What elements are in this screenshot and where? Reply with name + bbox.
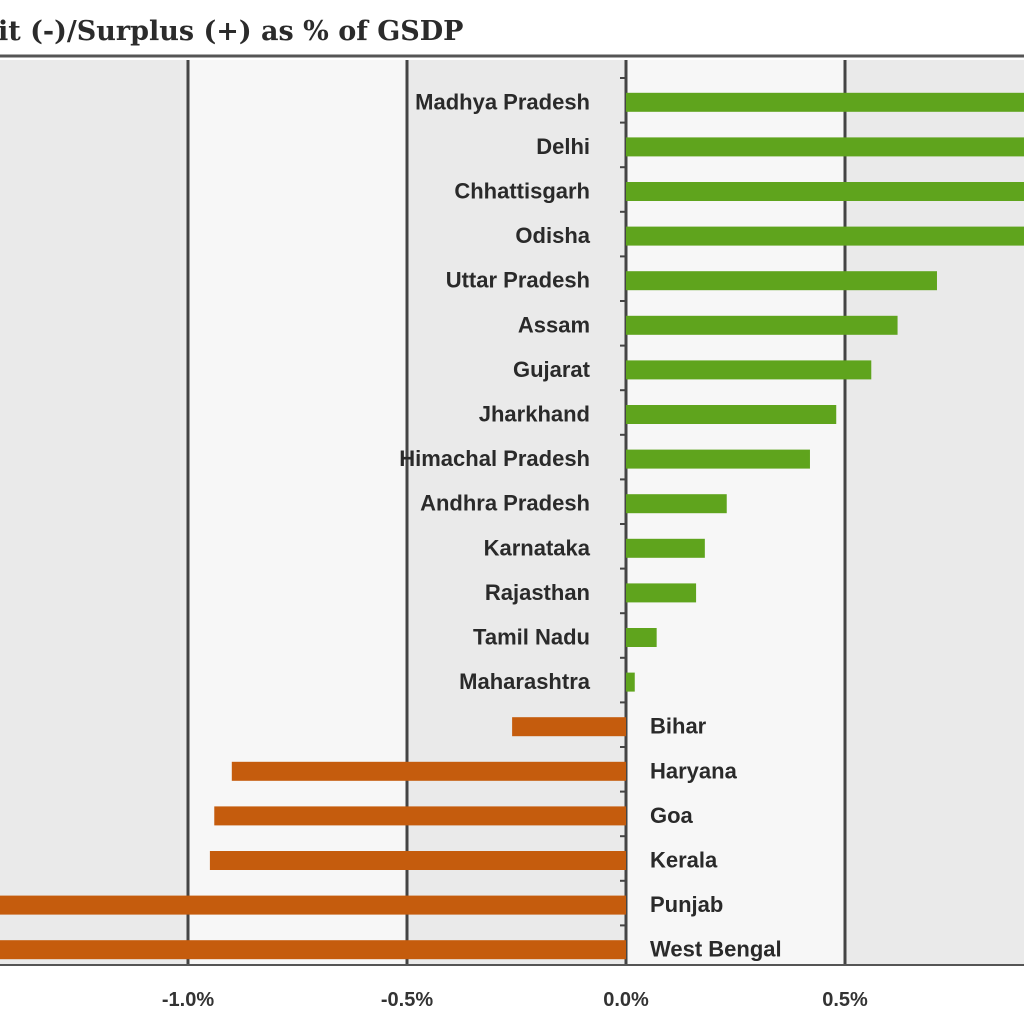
- bar: [0, 895, 626, 915]
- category-label: Himachal Pradesh: [399, 446, 590, 471]
- category-label: Odisha: [515, 223, 590, 248]
- category-label: Karnataka: [484, 535, 591, 560]
- grid-band: [188, 60, 407, 965]
- x-tick-label: 0.5%: [822, 989, 868, 1011]
- category-label: Madhya Pradesh: [415, 89, 590, 114]
- category-label: Bihar: [650, 714, 707, 739]
- bar: [626, 226, 1024, 246]
- bar: [626, 137, 1024, 157]
- bar: [626, 360, 872, 380]
- bar: [626, 494, 727, 514]
- bar: [0, 940, 626, 960]
- bar: [214, 806, 626, 826]
- bar: [626, 628, 657, 647]
- bar: [626, 315, 898, 335]
- x-tick-label: 0.0%: [603, 989, 649, 1011]
- bar: [231, 761, 627, 781]
- bar: [626, 271, 937, 291]
- category-label: Jharkhand: [479, 402, 590, 427]
- bar: [626, 449, 810, 469]
- category-label: Maharashtra: [459, 669, 591, 694]
- category-label: Andhra Pradesh: [420, 491, 590, 516]
- category-label: Delhi: [536, 134, 590, 159]
- x-tick-label: -0.5%: [381, 989, 433, 1011]
- category-label: Uttar Pradesh: [446, 268, 590, 293]
- x-tick-label: -1.0%: [162, 989, 214, 1011]
- bar: [626, 672, 635, 692]
- category-label: Punjab: [650, 892, 723, 917]
- x-axis: -1.0% -0.5% 0.0% 0.5%: [0, 964, 1024, 1011]
- bar: [626, 405, 837, 424]
- category-label: West Bengal: [650, 937, 782, 962]
- category-label: Assam: [518, 312, 590, 337]
- bar: [626, 583, 697, 603]
- category-label: Kerala: [650, 848, 718, 873]
- bar: [626, 538, 705, 558]
- bar: [626, 182, 1024, 201]
- category-label: Goa: [650, 803, 694, 828]
- category-label: Rajasthan: [485, 580, 590, 605]
- bar: [209, 851, 626, 870]
- category-label: Chhattisgarh: [454, 179, 590, 204]
- chart-title: it (-)/Surplus (+) as % of GSDP: [0, 16, 464, 47]
- category-label: Tamil Nadu: [473, 625, 590, 650]
- plot-area: Madhya Pradesh Delhi Chhattisgarh Odisha Utt…: [0, 60, 1024, 965]
- bar: [512, 717, 626, 737]
- category-label: Haryana: [650, 758, 738, 783]
- category-label: Gujarat: [513, 357, 591, 382]
- bar: [626, 92, 1024, 112]
